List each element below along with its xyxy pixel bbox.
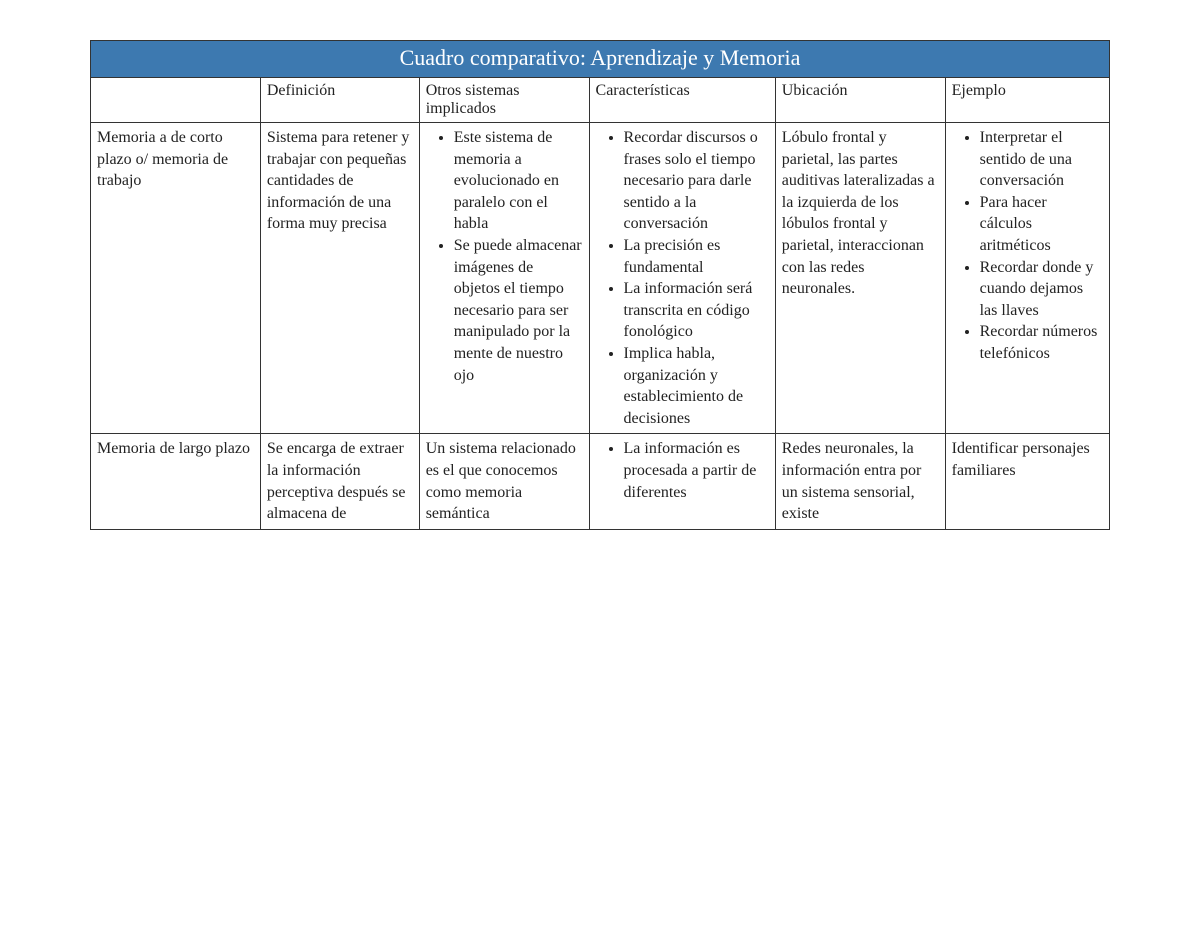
row-ejemplo: Interpretar el sentido de una conversaci… — [945, 123, 1109, 434]
col-header-5: Ejemplo — [945, 78, 1109, 123]
table-title-row: Cuadro comparativo: Aprendizaje y Memori… — [91, 41, 1110, 78]
list-item: Recordar números telefónicos — [980, 321, 1103, 364]
list-item-text: La información es procesada a partir de … — [624, 440, 757, 500]
col-header-1: Definición — [260, 78, 419, 123]
row-ejemplo: Identificar personajes familiares — [945, 434, 1109, 529]
col-header-3: Características — [589, 78, 775, 123]
list-item: Interpretar el sentido de una conversaci… — [980, 127, 1103, 192]
list-item-text: Para hacer cálculos aritméticos — [980, 194, 1051, 254]
row-otros: Un sistema relacionado es el que conocem… — [419, 434, 589, 529]
list-item: Recordar donde y cuando dejamos las llav… — [980, 257, 1103, 322]
row-label: Memoria a de corto plazo o/ memoria de t… — [91, 123, 261, 434]
row-ubicacion: Redes neuronales, la información entra p… — [775, 434, 945, 529]
caracteristicas-list: Recordar discursos o frases solo el tiem… — [596, 127, 769, 429]
table-title: Cuadro comparativo: Aprendizaje y Memori… — [91, 41, 1110, 78]
list-item-text: Recordar números telefónicos — [980, 323, 1098, 362]
col-header-4: Ubicación — [775, 78, 945, 123]
row-definicion: Sistema para retener y trabajar con pequ… — [260, 123, 419, 434]
col-header-0 — [91, 78, 261, 123]
list-item: La información será transcrita en código… — [624, 278, 769, 343]
list-item: Este sistema de memoria a evolucionado e… — [454, 127, 583, 235]
otros-list: Este sistema de memoria a evolucionado e… — [426, 127, 583, 386]
list-item: Para hacer cálculos aritméticos — [980, 192, 1103, 257]
comparison-table: Cuadro comparativo: Aprendizaje y Memori… — [90, 40, 1110, 530]
row-ubicacion: Lóbulo frontal y parietal, las partes au… — [775, 123, 945, 434]
table-row: Memoria de largo plazo Se encarga de ext… — [91, 434, 1110, 529]
list-item: La precisión es fundamental — [624, 235, 769, 278]
list-item: Recordar discursos o frases solo el tiem… — [624, 127, 769, 235]
list-item-text: Implica habla, organización y establecim… — [624, 345, 744, 427]
list-item-text: Recordar discursos o frases solo el tiem… — [624, 129, 758, 232]
list-item-text: Interpretar el sentido de una conversaci… — [980, 129, 1072, 189]
list-item: Se puede almacenar imágenes de objetos e… — [454, 235, 583, 386]
table-header-row: Definición Otros sistemas implicados Car… — [91, 78, 1110, 123]
table-row: Memoria a de corto plazo o/ memoria de t… — [91, 123, 1110, 434]
caracteristicas-list: La información es procesada a partir de … — [596, 438, 769, 503]
list-item-text: La precisión es fundamental — [624, 237, 721, 276]
list-item: La información es procesada a partir de … — [624, 438, 769, 503]
list-item: Implica habla, organización y establecim… — [624, 343, 769, 429]
row-caracteristicas: Recordar discursos o frases solo el tiem… — [589, 123, 775, 434]
row-definicion: Se encarga de extraer la información per… — [260, 434, 419, 529]
ejemplo-list: Interpretar el sentido de una conversaci… — [952, 127, 1103, 365]
row-otros: Este sistema de memoria a evolucionado e… — [419, 123, 589, 434]
list-item-text: Este sistema de memoria a evolucionado e… — [454, 129, 559, 232]
list-item-text: La información será transcrita en código… — [624, 280, 753, 340]
list-item-text: Recordar donde y cuando dejamos las llav… — [980, 259, 1094, 319]
col-header-2: Otros sistemas implicados — [419, 78, 589, 123]
list-item-text: Se puede almacenar imágenes de objetos e… — [454, 237, 582, 384]
row-label: Memoria de largo plazo — [91, 434, 261, 529]
row-caracteristicas: La información es procesada a partir de … — [589, 434, 775, 529]
